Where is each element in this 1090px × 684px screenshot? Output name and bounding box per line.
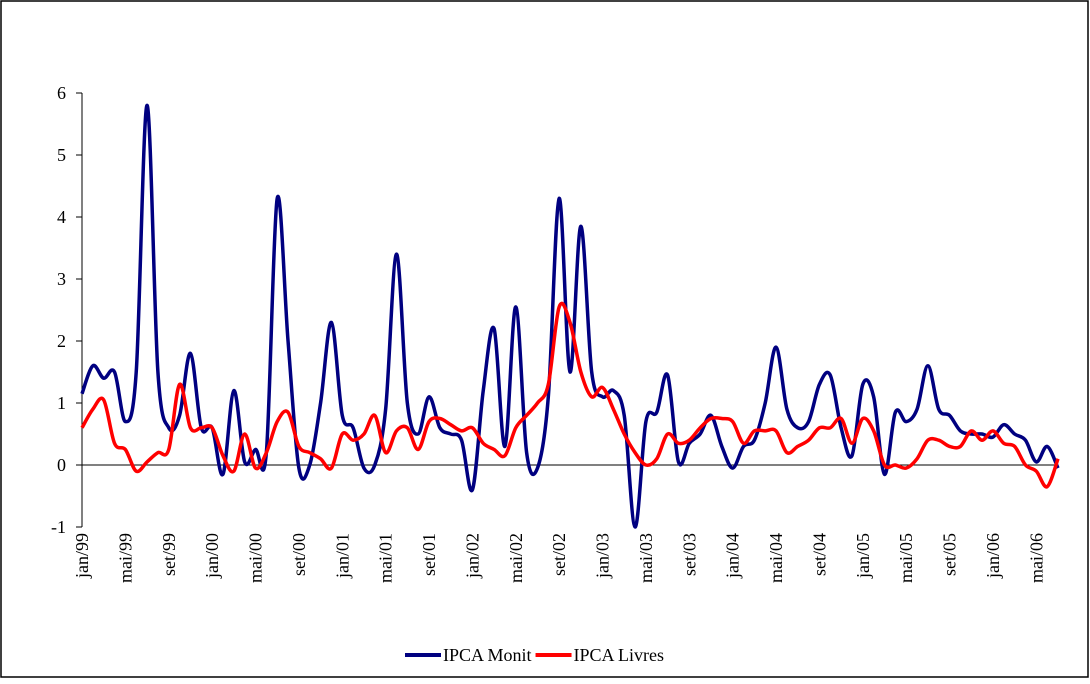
x-tick-label: mai/01 xyxy=(376,533,396,583)
x-tick-label: set/05 xyxy=(940,533,960,576)
legend-label: IPCA Monit xyxy=(443,645,532,665)
y-tick-label: 0 xyxy=(57,455,66,475)
x-tick-label: set/00 xyxy=(289,533,309,576)
y-tick-label: 1 xyxy=(57,393,66,413)
x-tick-label: mai/00 xyxy=(246,533,266,583)
x-tick-label: mai/99 xyxy=(115,533,135,583)
x-tick-label: set/01 xyxy=(419,533,439,576)
y-tick-label: -1 xyxy=(51,517,66,537)
x-tick-label: jan/00 xyxy=(202,533,222,579)
y-tick-label: 4 xyxy=(57,207,66,227)
y-tick-label: 2 xyxy=(57,331,66,351)
x-tick-label: mai/02 xyxy=(506,533,526,583)
x-tick-label: mai/03 xyxy=(636,533,656,583)
x-tick-label: set/03 xyxy=(679,533,699,576)
x-tick-label: set/04 xyxy=(809,533,829,576)
x-tick-label: jan/04 xyxy=(723,533,743,579)
y-tick-label: 6 xyxy=(57,83,66,103)
x-tick-label: jan/02 xyxy=(462,533,482,579)
x-tick-label: jan/06 xyxy=(983,533,1003,579)
legend-label: IPCA Livres xyxy=(574,645,665,665)
x-tick-label: jan/03 xyxy=(593,533,613,579)
y-tick-label: 5 xyxy=(57,145,66,165)
series-line xyxy=(80,103,1060,529)
x-tick-label: jan/99 xyxy=(72,533,92,579)
x-tick-label: set/99 xyxy=(159,533,179,576)
x-tick-label: mai/04 xyxy=(766,533,786,583)
series-line xyxy=(80,301,1060,489)
x-tick-label: mai/05 xyxy=(896,533,916,583)
x-tick-label: jan/01 xyxy=(332,533,352,579)
y-tick-label: 3 xyxy=(57,269,66,289)
x-tick-label: mai/06 xyxy=(1026,533,1046,583)
x-tick-label: jan/05 xyxy=(853,533,873,579)
x-tick-label: set/02 xyxy=(549,533,569,576)
